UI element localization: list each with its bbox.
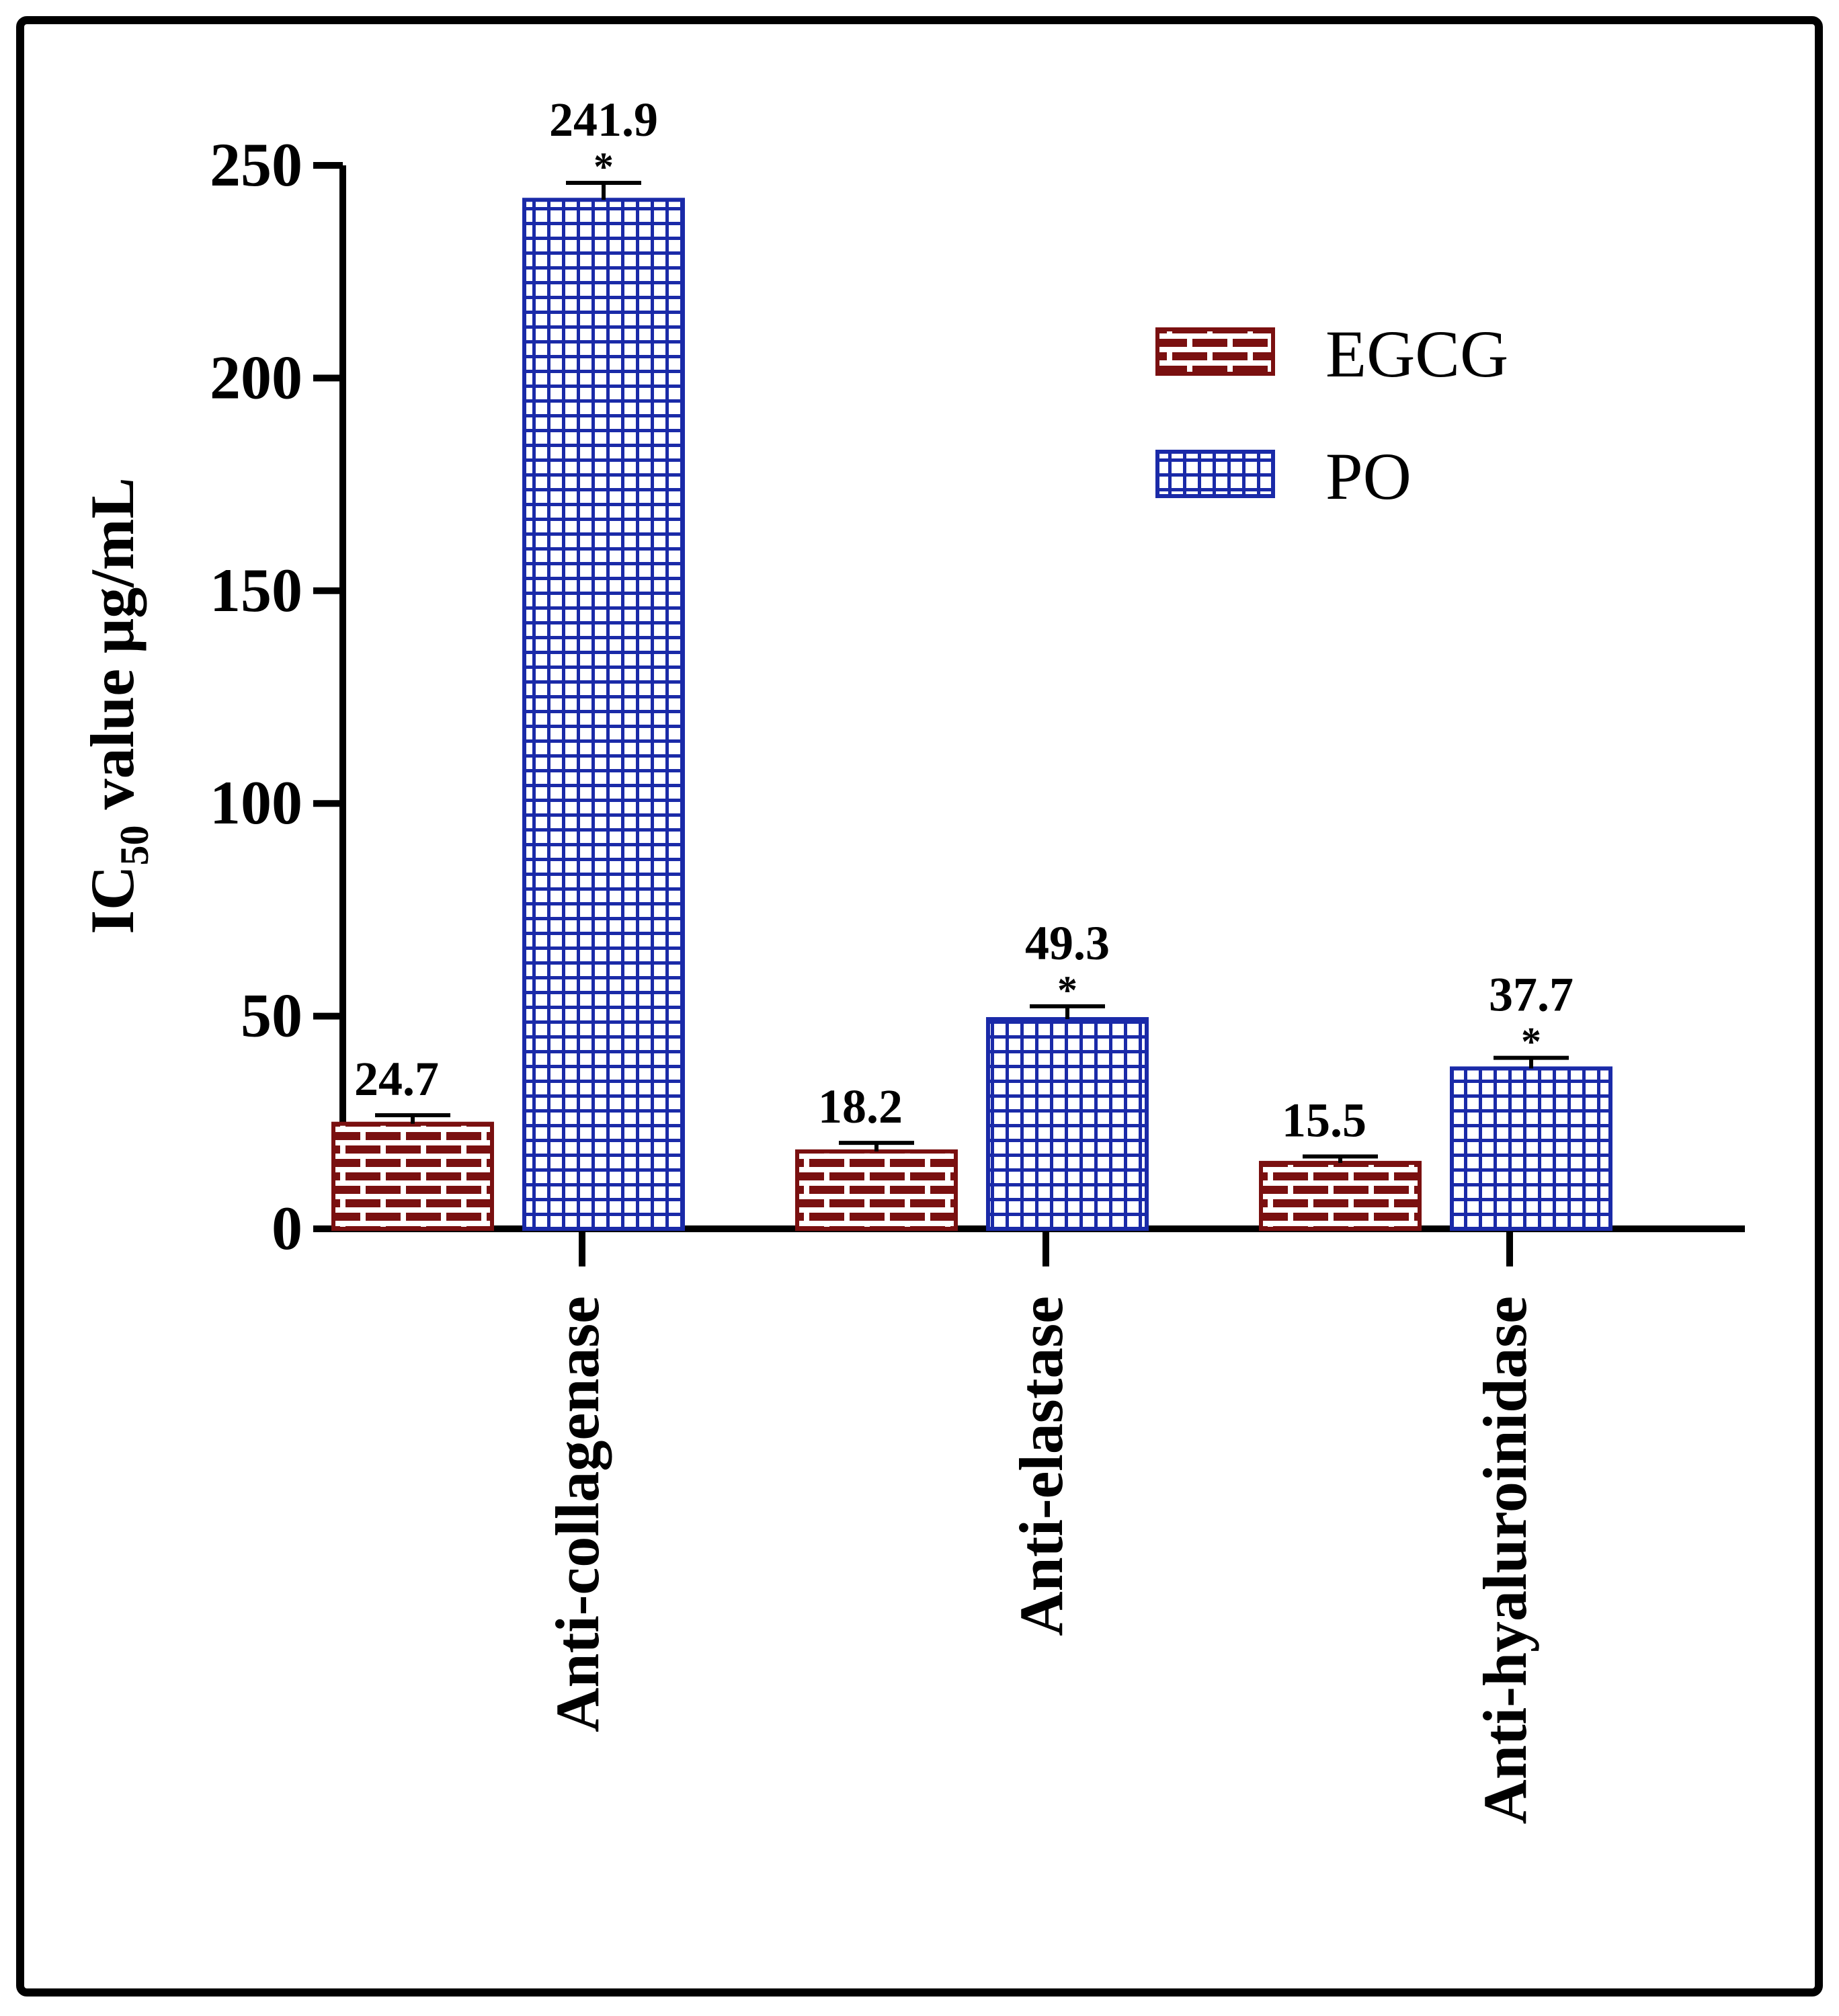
bars-layer (331, 180, 1612, 1232)
y-tick-label: 50 (241, 981, 302, 1050)
data-label-egcg: 24.7 (354, 1052, 439, 1106)
y-axis-title-prefix: IC (78, 866, 147, 934)
axis-layer: 0 50 100 150 200 250 Anti-collagenase Anti-elas… (210, 130, 1745, 1824)
legend-swatch-po (1155, 450, 1275, 498)
y-tick-label: 0 (272, 1194, 302, 1262)
significance-marker: * (1521, 1020, 1541, 1064)
bar-egcg (795, 1149, 958, 1232)
x-category-label: Anti-collagenase (543, 1296, 612, 1732)
data-label-po: 37.7 (1489, 968, 1574, 1022)
bar-egcg (1259, 1160, 1422, 1232)
figure-frame (16, 16, 1823, 1997)
y-axis-title-suffix: value μg/mL (78, 477, 147, 825)
significance-marker: * (594, 145, 614, 189)
legend: EGCG PO (1155, 317, 1508, 514)
y-tick-label: 200 (210, 343, 302, 411)
data-label-egcg: 15.5 (1282, 1093, 1366, 1147)
bar-po (1450, 1066, 1612, 1232)
significance-marker: * (1057, 968, 1077, 1012)
y-tick-label: 250 (210, 130, 302, 199)
bar-po (522, 198, 685, 1231)
bar-egcg (331, 1121, 494, 1231)
legend-swatch-egcg (1155, 327, 1275, 376)
labels-layer: 24.7*241.918.2*49.315.5*37.7 (354, 93, 1574, 1147)
x-category-label: Anti-elastase (1007, 1296, 1075, 1636)
data-label-po: 241.9 (549, 93, 658, 147)
y-axis-title-subscript: 50 (112, 825, 157, 866)
y-axis-title: IC50 value μg/mL (78, 477, 157, 934)
legend-label-egcg: EGCG (1325, 317, 1508, 391)
legend-label-po: PO (1325, 439, 1412, 514)
y-tick-label: 150 (210, 556, 302, 624)
y-tick-label: 100 (210, 768, 302, 837)
x-category-label: Anti-hyaluroinidase (1471, 1296, 1539, 1824)
data-label-egcg: 18.2 (818, 1080, 903, 1133)
data-label-po: 49.3 (1025, 916, 1110, 970)
bar-po (986, 1017, 1149, 1231)
